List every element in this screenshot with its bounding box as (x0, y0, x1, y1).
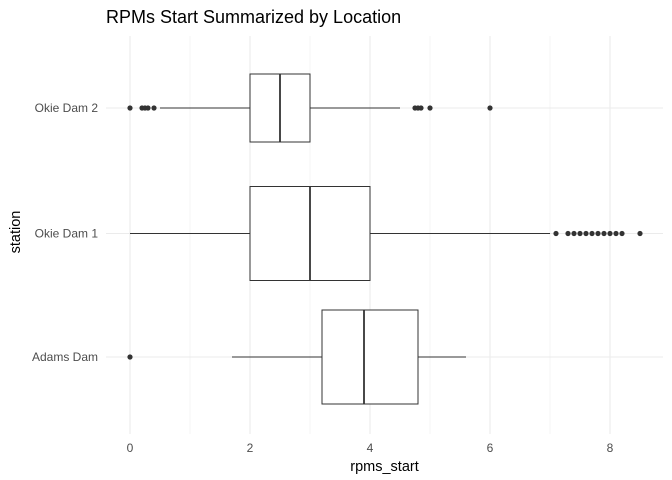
x-tick-label: 0 (127, 441, 134, 455)
outlier-point (565, 230, 571, 237)
x-tick-label: 8 (607, 441, 614, 455)
outlier-point (619, 230, 625, 237)
outlier-point (607, 230, 613, 237)
outlier-point (487, 105, 493, 111)
x-tick-labels: 0 2 4 6 8 (127, 441, 614, 455)
box-adams-dam (127, 309, 466, 405)
y-axis-title: station (8, 211, 24, 254)
outlier-point (595, 230, 601, 237)
x-tick-label: 2 (247, 441, 254, 455)
outlier-point (583, 230, 589, 237)
outlier-point (553, 230, 559, 237)
outlier-point (601, 230, 607, 237)
y-tick-label: Okie Dam 2 (35, 101, 99, 115)
box-series (127, 73, 643, 405)
box-okie-dam-2 (127, 73, 493, 143)
outlier-point (418, 105, 424, 111)
iqr-box (321, 309, 419, 405)
outlier-point (637, 230, 643, 237)
chart-title: RPMs Start Summarized by Location (106, 7, 401, 27)
outlier-point (127, 354, 133, 360)
box-okie-dam-1 (130, 186, 643, 281)
outlier-point (589, 230, 595, 237)
outlier-point (151, 105, 157, 111)
outlier-point (577, 230, 583, 237)
x-axis-title: rpms_start (350, 459, 419, 475)
y-tick-label: Okie Dam 1 (35, 227, 99, 241)
outlier-point (571, 230, 577, 237)
outlier-point (145, 105, 151, 111)
y-tick-label: Adams Dam (32, 350, 98, 364)
x-tick-label: 4 (367, 441, 374, 455)
outlier-point (427, 105, 433, 111)
x-tick-label: 6 (487, 441, 494, 455)
y-tick-labels: Okie Dam 2 Okie Dam 1 Adams Dam (32, 101, 98, 364)
outlier-point (613, 230, 619, 237)
outlier-point (127, 105, 133, 111)
